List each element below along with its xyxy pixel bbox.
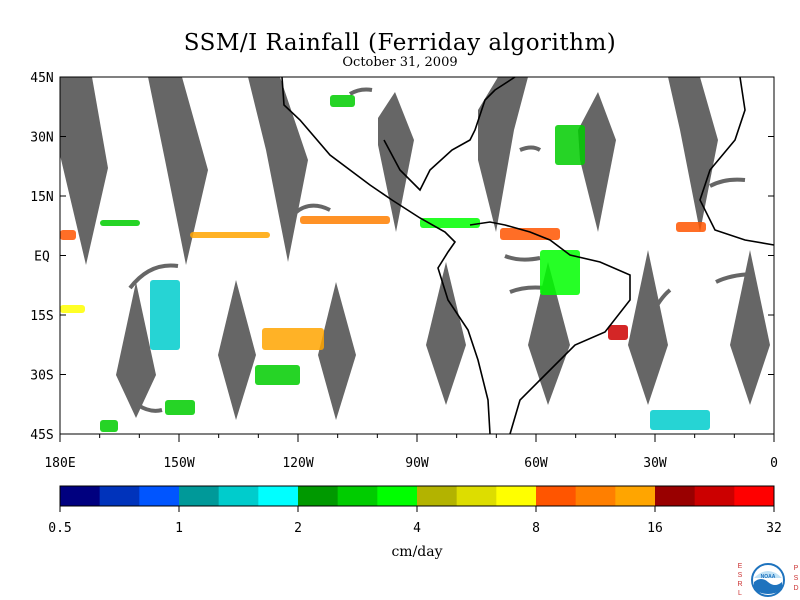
rain-band	[500, 228, 560, 240]
data-gap-swath	[116, 282, 156, 418]
lat-label: 30S	[30, 369, 53, 384]
rain-band	[300, 216, 390, 224]
data-gap-swath	[628, 250, 668, 405]
swath-edge	[136, 403, 163, 413]
swath-edge	[519, 145, 542, 152]
swath-edge	[709, 177, 746, 188]
logo-letter: E	[738, 563, 743, 570]
data-gap-swath	[318, 282, 356, 420]
lon-label: 30W	[643, 456, 667, 471]
logo-letter: P	[794, 565, 799, 572]
map-axes: 45N 30N 15N EQ 15S 30S 45S 180E 150W 120W 90W 60W 30…	[30, 71, 778, 471]
logo-letter: S	[794, 575, 799, 582]
lat-label: 45N	[30, 71, 53, 86]
data-gap-swath	[668, 77, 718, 232]
rain-band	[330, 95, 355, 107]
colorbar-swatch	[456, 486, 497, 506]
colorbar-swatch	[615, 486, 656, 506]
logo-letter: R	[737, 581, 742, 588]
lat-label: EQ	[34, 250, 50, 265]
colorbar-swatch	[139, 486, 180, 506]
data-gap-swath	[426, 262, 466, 405]
data-gap-swath	[478, 77, 528, 232]
data-gap-swath	[218, 280, 256, 420]
lon-label: 120W	[282, 456, 313, 471]
swath-edge	[293, 203, 331, 215]
colorbar: 0.5 1 2 4 8 16 32 cm/day	[48, 485, 782, 560]
lon-label: 60W	[524, 456, 548, 471]
land-outline	[281, 76, 775, 435]
rain-band	[255, 365, 300, 385]
swath-edge	[715, 272, 753, 284]
rain-band	[150, 280, 180, 350]
colorbar-label: 4	[413, 521, 421, 536]
rain-band	[165, 400, 195, 415]
colorbar-label: 16	[647, 521, 663, 536]
colorbar-label: 2	[294, 521, 302, 536]
swath-edge	[648, 288, 672, 319]
colorbar-swatch	[536, 486, 577, 506]
rain-band	[608, 325, 628, 340]
lat-label: 30N	[30, 131, 53, 146]
colorbar-swatch	[218, 486, 259, 506]
colorbar-swatch	[655, 486, 696, 506]
swath-edge	[348, 87, 373, 96]
colorbar-swatch	[337, 486, 378, 506]
colorbar-swatch	[258, 486, 299, 506]
lon-label: 90W	[405, 456, 429, 471]
colorbar-swatch	[417, 486, 458, 506]
rain-band	[650, 410, 710, 430]
data-gap-swath	[148, 77, 208, 265]
swath-edge	[128, 263, 179, 290]
lat-label: 45S	[30, 428, 53, 443]
rain-band	[262, 328, 324, 350]
rain-band	[190, 232, 270, 238]
data-gap-swath	[528, 262, 570, 405]
swath-edge	[504, 254, 541, 262]
lon-label: 0	[770, 456, 778, 471]
lat-label: 15N	[30, 190, 53, 205]
colorbar-label: 1	[175, 521, 183, 536]
colorbar-label: 32	[766, 521, 782, 536]
svg-text:NOAA: NOAA	[761, 574, 776, 580]
data-gap-swath	[730, 250, 770, 405]
map-plot-area	[60, 76, 775, 435]
lat-label: 15S	[30, 309, 53, 324]
colorbar-units: cm/day	[391, 544, 442, 560]
colorbar-swatch	[298, 486, 339, 506]
lon-label: 180E	[44, 456, 75, 471]
rain-band	[60, 230, 76, 240]
rain-band	[540, 250, 580, 295]
colorbar-label: 8	[532, 521, 540, 536]
colorbar-swatch	[694, 486, 735, 506]
map-date: October 31, 2009	[342, 55, 458, 70]
logo-letter: D	[793, 585, 798, 592]
rain-band	[60, 305, 85, 313]
colorbar-swatch	[575, 486, 616, 506]
colorbar-swatch	[60, 486, 101, 506]
colorbar-swatch	[377, 486, 418, 506]
logo-letter: L	[738, 590, 742, 597]
colorbar-label: 0.5	[48, 521, 71, 536]
logo-letter: S	[738, 572, 743, 579]
colorbar-swatch	[99, 486, 140, 506]
map-title: SSM/I Rainfall (Ferriday algorithm)	[183, 30, 617, 56]
data-gap-swath	[578, 92, 616, 232]
colorbar-swatch	[496, 486, 537, 506]
rain-band	[555, 125, 585, 165]
swath-edge	[509, 285, 546, 294]
rain-band	[676, 222, 706, 232]
data-gap-swath	[60, 77, 108, 265]
rain-band	[100, 220, 140, 226]
colorbar-swatch	[734, 486, 775, 506]
data-gap-swath	[248, 77, 308, 262]
colorbar-swatch	[179, 486, 220, 506]
lon-label: 150W	[163, 456, 194, 471]
rain-band	[100, 420, 118, 432]
